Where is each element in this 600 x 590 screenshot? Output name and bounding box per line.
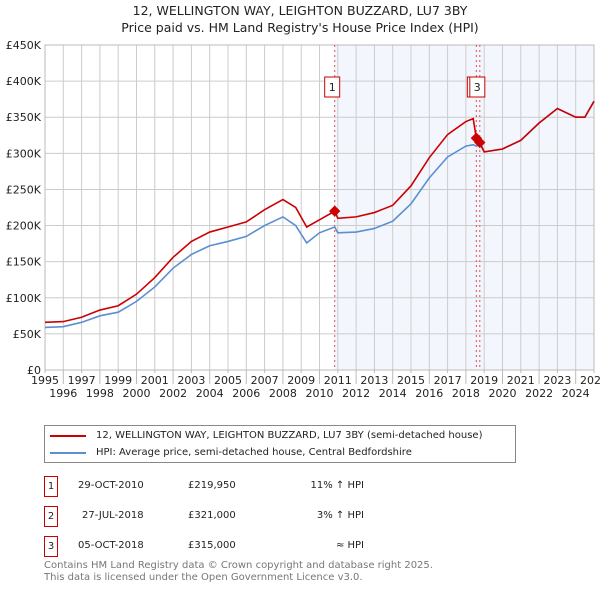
transaction-hpi: 11% ↑ HPI <box>310 480 364 491</box>
x-tick-label: 2018 <box>452 387 480 400</box>
footer: Contains HM Land Registry data © Crown c… <box>44 560 433 584</box>
x-tick-label: 2015 <box>397 374 425 387</box>
transaction-row: 2 27-JUL-2018 £321,000 3% ↑ HPI <box>44 506 444 527</box>
shaded-region <box>334 45 594 370</box>
legend: 12, WELLINGTON WAY, LEIGHTON BUZZARD, LU… <box>44 425 516 463</box>
x-tick-label: 2025 <box>580 374 600 387</box>
transaction-date: 05-OCT-2018 <box>78 540 144 551</box>
y-tick-label: £150K <box>6 256 42 269</box>
price-chart: 1995199619971998199920002001200220032004… <box>6 39 600 400</box>
y-tick-label: £200K <box>6 220 42 233</box>
legend-blue-label: HPI: Average price, semi-detached house,… <box>96 447 412 458</box>
transaction-number: 2 <box>44 506 58 527</box>
x-tick-label: 2023 <box>543 374 571 387</box>
legend-red-line <box>50 434 86 437</box>
sale-point <box>329 205 341 217</box>
x-tick-label: 2021 <box>507 374 535 387</box>
x-tick-label: 1996 <box>49 387 77 400</box>
sale-label-box <box>469 76 486 98</box>
y-tick-label: £350K <box>6 111 42 124</box>
x-tick-label: 2016 <box>415 387 443 400</box>
x-tick-label: 2011 <box>324 374 352 387</box>
chart-title: 12, WELLINGTON WAY, LEIGHTON BUZZARD, LU… <box>0 2 600 36</box>
x-tick-label: 1995 <box>31 374 59 387</box>
y-tick-label: £100K <box>6 292 42 305</box>
sale-label: 3 <box>474 81 481 94</box>
transaction-date: 27-JUL-2018 <box>82 510 144 521</box>
transaction-row: 3 05-OCT-2018 £315,000 ≈ HPI <box>44 536 444 557</box>
footer-line2: This data is licensed under the Open Gov… <box>44 572 363 583</box>
y-tick-label: £300K <box>6 147 42 160</box>
x-tick-label: 2010 <box>306 387 334 400</box>
price-paid-line <box>44 100 595 324</box>
x-tick-label: 2001 <box>141 374 169 387</box>
transaction-price: £315,000 <box>188 540 236 551</box>
y-tick-label: £50K <box>13 328 42 341</box>
x-tick-label: 2008 <box>269 387 297 400</box>
x-tick-label: 2024 <box>562 387 590 400</box>
sale-label: 1 <box>329 81 336 94</box>
y-tick-label: £400K <box>6 75 42 88</box>
x-tick-label: 1998 <box>86 387 114 400</box>
transaction-hpi: ≈ HPI <box>335 540 364 551</box>
x-tick-label: 2003 <box>177 374 205 387</box>
x-tick-label: 1997 <box>68 374 96 387</box>
x-tick-label: 1999 <box>104 374 132 387</box>
x-tick-label: 2005 <box>214 374 242 387</box>
legend-blue-line <box>50 451 86 454</box>
x-tick-label: 2019 <box>470 374 498 387</box>
transaction-date: 29-OCT-2010 <box>78 480 144 491</box>
x-tick-label: 2017 <box>434 374 462 387</box>
y-tick-label: £250K <box>6 183 42 196</box>
x-tick-label: 2020 <box>489 387 517 400</box>
x-tick-label: 2000 <box>123 387 151 400</box>
sale-label-box <box>324 76 341 98</box>
x-tick-label: 2002 <box>159 387 187 400</box>
transaction-price: £219,950 <box>188 480 236 491</box>
title-line2: Price paid vs. HM Land Registry's House … <box>121 20 479 35</box>
x-tick-label: 2009 <box>287 374 315 387</box>
y-tick-label: £450K <box>6 39 42 52</box>
x-tick-label: 2006 <box>232 387 260 400</box>
transaction-hpi: 3% ↑ HPI <box>316 510 364 521</box>
x-tick-label: 2014 <box>379 387 407 400</box>
transaction-row: 1 29-OCT-2010 £219,950 11% ↑ HPI <box>44 476 444 497</box>
transaction-price: £321,000 <box>188 510 236 521</box>
x-tick-label: 2012 <box>342 387 370 400</box>
plot-frame <box>44 44 595 371</box>
x-tick-label: 2007 <box>251 374 279 387</box>
footer-line1: Contains HM Land Registry data © Crown c… <box>44 560 433 571</box>
transaction-number: 1 <box>44 476 58 497</box>
transaction-number: 3 <box>44 536 58 557</box>
sale-point <box>474 136 486 149</box>
legend-red-label: 12, WELLINGTON WAY, LEIGHTON BUZZARD, LU… <box>96 430 483 441</box>
x-tick-label: 2004 <box>196 387 224 400</box>
x-tick-label: 2013 <box>360 374 388 387</box>
y-tick-label: £0 <box>27 364 41 377</box>
x-tick-label: 2022 <box>525 387 553 400</box>
title-line1: 12, WELLINGTON WAY, LEIGHTON BUZZARD, LU… <box>132 3 468 18</box>
